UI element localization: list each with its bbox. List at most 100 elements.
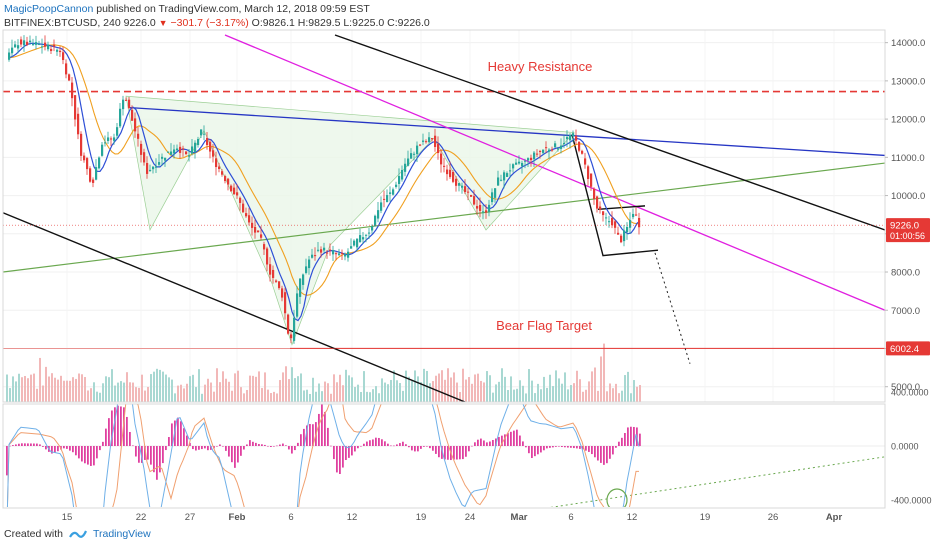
volume-bar	[18, 373, 20, 402]
volume-bar	[222, 371, 224, 402]
candle-body	[116, 127, 119, 136]
candle-body	[236, 192, 239, 196]
osc-histogram-bar	[69, 446, 71, 451]
osc-histogram-bar	[570, 446, 572, 448]
osc-histogram-bar	[444, 446, 446, 460]
osc-histogram-bar	[282, 443, 284, 446]
candle-body	[326, 252, 329, 254]
osc-histogram-bar	[387, 443, 389, 446]
volume-bar	[138, 387, 140, 402]
candle-body	[614, 221, 617, 228]
candle-body	[362, 237, 365, 240]
osc-macd-line	[6, 404, 640, 507]
osc-histogram-bar	[366, 441, 368, 446]
osc-tick-label: 0.0000	[891, 442, 919, 452]
osc-histogram-bar	[39, 444, 41, 446]
volume-bar	[480, 380, 482, 402]
osc-histogram-bar	[594, 446, 596, 458]
osc-histogram-bar	[252, 441, 254, 446]
price-pane-border	[2, 29, 886, 403]
volume-bar	[552, 386, 554, 402]
osc-histogram-bar	[411, 446, 413, 451]
volume-bar	[375, 386, 377, 402]
osc-histogram-bar	[204, 446, 206, 449]
candle-body	[104, 142, 107, 144]
author-link[interactable]: MagicPoopCannon	[4, 3, 94, 15]
osc-histogram-bar	[267, 445, 269, 447]
volume-bar	[51, 373, 53, 402]
candle-body	[173, 149, 176, 154]
volume-bar	[330, 393, 332, 402]
candle-body	[566, 137, 569, 140]
open-value: O:9826.1	[251, 17, 295, 29]
osc-histogram-bar	[381, 439, 383, 446]
candle-body	[338, 253, 341, 256]
volume-bar	[408, 376, 410, 402]
volume-bar	[405, 370, 407, 402]
osc-histogram-bar	[552, 446, 554, 448]
price-tick-label: 10000.0	[891, 191, 925, 202]
candle-body	[167, 151, 170, 153]
published-text: published on TradingView.com, March 12, …	[96, 3, 370, 15]
volume-bar	[270, 393, 272, 402]
volume-bar	[225, 378, 227, 402]
candle-body	[608, 221, 611, 223]
osc-histogram-bar	[627, 427, 629, 446]
osc-histogram-bar	[618, 441, 620, 446]
osc-histogram-bar	[456, 446, 458, 460]
candle-body	[146, 162, 149, 174]
volume-bar	[162, 371, 164, 402]
osc-histogram-bar	[276, 445, 278, 447]
osc-histogram-bar	[369, 440, 371, 446]
osc-histogram-bar	[414, 446, 416, 452]
candle-body	[497, 177, 500, 186]
osc-tick-label: 400.0000	[891, 388, 929, 398]
candle-body	[569, 135, 572, 141]
candle-body	[65, 63, 68, 75]
candle-body	[20, 39, 23, 45]
osc-histogram-bar	[501, 435, 503, 446]
osc-histogram-bar	[615, 446, 617, 448]
volume-bar	[180, 384, 182, 402]
volume-bar	[447, 368, 449, 402]
tradingview-brand[interactable]: TradingView	[92, 528, 151, 540]
upper-black-channel	[334, 34, 885, 231]
candle-body	[308, 259, 311, 269]
osc-histogram-bar	[102, 441, 104, 446]
oscillator-plot	[3, 404, 885, 507]
osc-histogram-bar	[426, 446, 428, 447]
price-plot: Heavy Resistance Bear Flag Target	[3, 30, 885, 402]
candle-body	[431, 138, 434, 140]
time-tick-label: 24	[465, 512, 476, 523]
candle-body	[401, 170, 404, 180]
volume-bar	[48, 376, 50, 402]
candle-body	[212, 150, 215, 157]
osc-histogram-bar	[297, 442, 299, 446]
green-trendline	[3, 162, 885, 273]
osc-histogram-bar	[54, 446, 56, 453]
candle-body	[83, 155, 86, 161]
candle-body	[629, 220, 632, 228]
osc-histogram-bar	[138, 446, 140, 463]
volume-bar	[420, 382, 422, 402]
candle-body	[605, 217, 608, 219]
volume-bar	[288, 379, 290, 402]
osc-histogram-bar	[303, 428, 305, 446]
candle-body	[533, 152, 536, 160]
heavy-resistance-label: Heavy Resistance	[488, 59, 593, 74]
volume-bar	[342, 385, 344, 402]
volume-bar	[96, 391, 98, 402]
candle-body	[428, 137, 431, 143]
osc-histogram-bar	[375, 437, 377, 446]
candle-body	[347, 251, 350, 258]
candle-body	[287, 314, 290, 334]
volume-bar	[141, 374, 143, 402]
osc-histogram-bar	[438, 446, 440, 458]
volume-bar	[285, 366, 287, 402]
osc-histogram-bar	[363, 443, 365, 446]
time-tick-label: Mar	[511, 512, 528, 523]
candle-body	[356, 238, 359, 248]
volume-bar	[207, 378, 209, 402]
volume-bar	[24, 375, 26, 402]
